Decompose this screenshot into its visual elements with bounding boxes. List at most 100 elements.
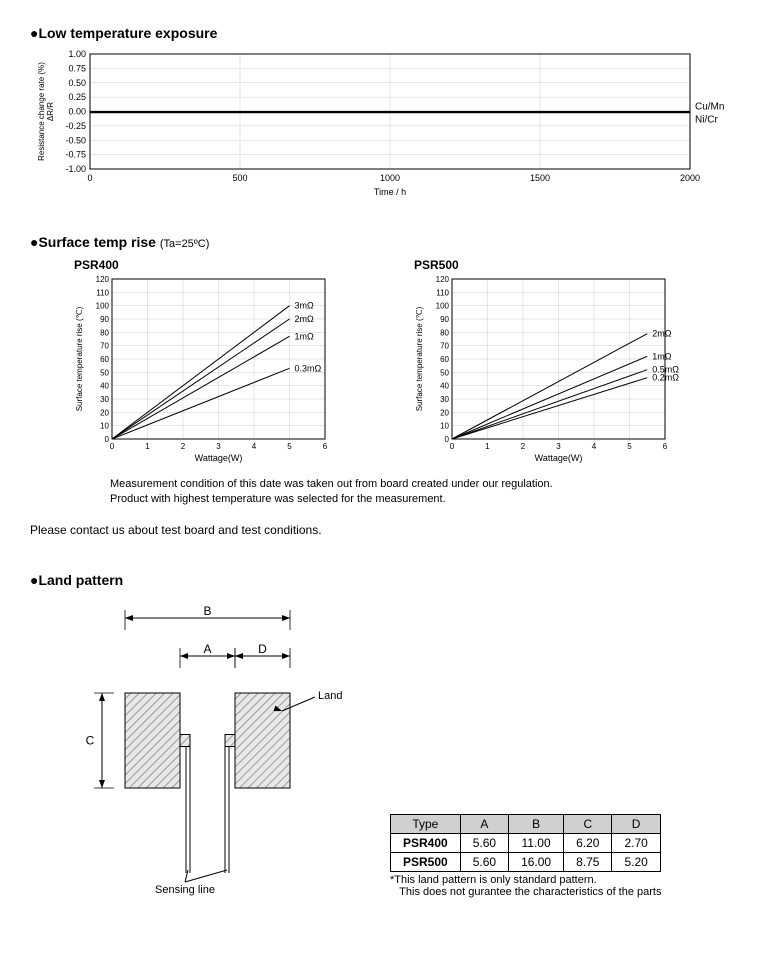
svg-text:Wattage(W): Wattage(W): [535, 453, 583, 463]
surface-temp-note: (Ta=25ºC): [160, 238, 210, 250]
table-header: A: [460, 814, 508, 833]
svg-text:3mΩ: 3mΩ: [295, 301, 315, 311]
svg-text:-0.25: -0.25: [65, 121, 86, 131]
svg-text:20: 20: [100, 408, 109, 417]
svg-text:20: 20: [440, 408, 449, 417]
svg-text:Wattage(W): Wattage(W): [195, 453, 243, 463]
svg-text:40: 40: [440, 382, 449, 391]
svg-text:3: 3: [556, 442, 561, 451]
chart-psr400: 010203040506070809010011012001234563mΩ2m…: [70, 274, 380, 469]
contact-text: Please contact us about test board and t…: [30, 523, 745, 537]
svg-text:Surface temperature rise (℃): Surface temperature rise (℃): [415, 306, 424, 411]
svg-text:80: 80: [100, 328, 109, 337]
section-title-low-temp: ●Low temperature exposure: [30, 25, 745, 41]
svg-text:2mΩ: 2mΩ: [295, 314, 315, 324]
table-note-2: This does not gurantee the characteristi…: [399, 886, 661, 898]
svg-text:5: 5: [287, 442, 292, 451]
svg-text:-0.50: -0.50: [65, 135, 86, 145]
land-pattern-table: TypeABCD PSR4005.6011.006.202.70 PSR500 5.…: [390, 814, 661, 872]
note-line-2: Product with highest temperature was sel…: [110, 493, 446, 505]
svg-text:C: C: [86, 733, 95, 747]
svg-text:40: 40: [100, 382, 109, 391]
svg-text:60: 60: [100, 355, 109, 364]
svg-text:30: 30: [100, 395, 109, 404]
table-header: D: [612, 814, 660, 833]
svg-text:2000: 2000: [680, 173, 700, 183]
svg-text:60: 60: [440, 355, 449, 364]
svg-text:50: 50: [440, 368, 449, 377]
svg-text:110: 110: [96, 288, 109, 297]
svg-text:0.00: 0.00: [68, 107, 86, 117]
svg-text:1500: 1500: [530, 173, 550, 183]
svg-text:Surface temperature rise (℃): Surface temperature rise (℃): [75, 306, 84, 411]
svg-text:1: 1: [145, 442, 150, 451]
svg-text:0.50: 0.50: [68, 78, 86, 88]
svg-text:0: 0: [87, 173, 92, 183]
svg-text:A: A: [203, 642, 211, 656]
surface-temp-title-text: ●Surface temp rise: [30, 234, 156, 250]
table-cell: 6.20: [564, 833, 612, 852]
svg-text:-0.75: -0.75: [65, 150, 86, 160]
svg-text:110: 110: [436, 288, 449, 297]
svg-text:50: 50: [100, 368, 109, 377]
svg-text:90: 90: [440, 315, 449, 324]
table-cell: 11.00: [509, 833, 564, 852]
svg-text:120: 120: [436, 275, 450, 284]
svg-text:500: 500: [232, 173, 247, 183]
svg-text:Ni/Cr: Ni/Cr: [695, 115, 718, 126]
svg-text:6: 6: [663, 442, 668, 451]
svg-text:0: 0: [450, 442, 455, 451]
land-pattern-diagram: B A D C Land Sensing line: [30, 598, 360, 898]
svg-text:Sensing line: Sensing line: [155, 884, 215, 896]
svg-text:1: 1: [485, 442, 490, 451]
chart-psr500: 010203040506070809010011012001234562mΩ1m…: [410, 274, 720, 469]
table-cell: PSR500: [391, 852, 461, 871]
svg-text:90: 90: [100, 315, 109, 324]
svg-text:4: 4: [592, 442, 597, 451]
svg-text:0: 0: [110, 442, 115, 451]
svg-text:Land: Land: [318, 690, 342, 702]
svg-text:1mΩ: 1mΩ: [652, 351, 672, 361]
svg-text:-1.00: -1.00: [65, 164, 86, 174]
svg-text:B: B: [203, 604, 211, 618]
svg-text:1mΩ: 1mΩ: [295, 331, 315, 341]
svg-text:80: 80: [440, 328, 449, 337]
table-cell: 5.20: [612, 852, 660, 871]
chart-low-temp: -1.00-0.75-0.50-0.250.000.250.500.751.00…: [30, 49, 740, 199]
svg-text:Cu/Mn: Cu/Mn: [695, 102, 724, 113]
svg-text:2mΩ: 2mΩ: [652, 329, 672, 339]
table-notes: *This land pattern is only standard patt…: [390, 874, 661, 898]
table-cell: 8.75: [564, 852, 612, 871]
svg-text:D: D: [258, 642, 267, 656]
svg-text:2: 2: [181, 442, 186, 451]
svg-text:5: 5: [627, 442, 632, 451]
svg-text:6: 6: [323, 442, 328, 451]
svg-text:0.2mΩ: 0.2mΩ: [652, 373, 679, 383]
svg-text:10: 10: [440, 422, 449, 431]
svg-text:10: 10: [100, 422, 109, 431]
table-cell: 16.00: [509, 852, 564, 871]
table-header: C: [564, 814, 612, 833]
svg-text:0.25: 0.25: [68, 92, 86, 102]
svg-text:70: 70: [440, 342, 449, 351]
note-line-1: Measurement condition of this date was t…: [110, 478, 553, 490]
table-header: Type: [391, 814, 461, 833]
svg-text:120: 120: [96, 275, 110, 284]
table-cell: PSR400: [391, 833, 461, 852]
psr500-subtitle: PSR500: [414, 258, 720, 272]
measurement-notes: Measurement condition of this date was t…: [110, 477, 745, 508]
table-header: B: [509, 814, 564, 833]
svg-text:0.3mΩ: 0.3mΩ: [295, 363, 322, 373]
svg-text:2: 2: [521, 442, 526, 451]
svg-text:1000: 1000: [380, 173, 400, 183]
svg-text:100: 100: [96, 302, 110, 311]
svg-text:70: 70: [100, 342, 109, 351]
section-title-surface-temp: ●Surface temp rise (Ta=25ºC): [30, 234, 745, 250]
svg-text:4: 4: [252, 442, 257, 451]
svg-text:30: 30: [440, 395, 449, 404]
table-cell: 5.60: [460, 852, 508, 871]
table-cell: 2.70: [612, 833, 660, 852]
land-table-container: TypeABCD PSR4005.6011.006.202.70 PSR500 5.…: [390, 814, 661, 898]
svg-text:Time / h: Time / h: [374, 187, 406, 197]
psr400-subtitle: PSR400: [74, 258, 380, 272]
